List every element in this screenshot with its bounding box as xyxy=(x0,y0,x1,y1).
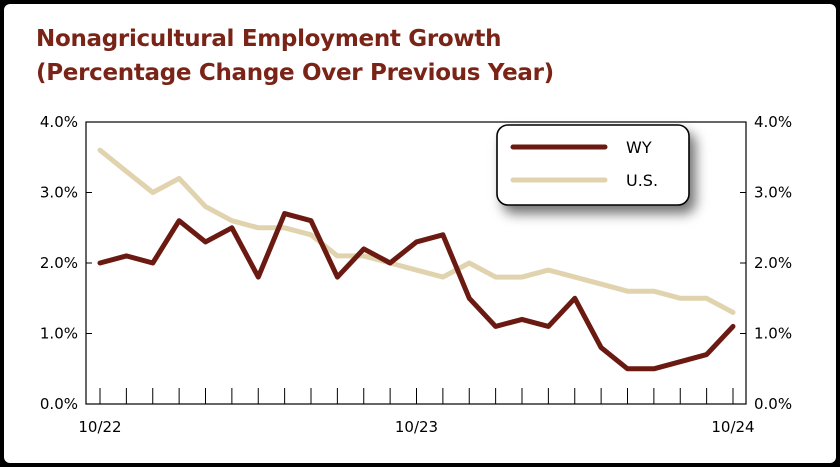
y-tick-label-left: 2.0% xyxy=(40,254,78,272)
y-tick-label-right: 1.0% xyxy=(754,325,792,343)
y-tick-label-left: 4.0% xyxy=(40,113,78,131)
chart-title-line2: (Percentage Change Over Previous Year) xyxy=(36,60,554,86)
series-line-wy xyxy=(97,211,736,372)
y-tick-label-right: 2.0% xyxy=(754,254,792,272)
y-tick-label-right: 4.0% xyxy=(754,113,792,131)
y-tick-label-right: 0.0% xyxy=(754,395,792,413)
legend-label: WY xyxy=(626,138,652,157)
chart-frame xyxy=(4,4,836,463)
y-tick-label-left: 3.0% xyxy=(40,184,78,202)
y-tick-label-right: 3.0% xyxy=(754,184,792,202)
chart-title: Nonagricultural Employment Growth (Perce… xyxy=(36,22,554,90)
legend-box xyxy=(496,124,690,206)
y-tick-label-left: 0.0% xyxy=(40,395,78,413)
series-line-u-s xyxy=(97,147,736,315)
x-tick-label: 10/23 xyxy=(395,418,438,436)
y-tick-label-left: 1.0% xyxy=(40,325,78,343)
legend-label: U.S. xyxy=(626,171,658,190)
x-tick-label: 10/24 xyxy=(711,418,754,436)
x-tick-label: 10/22 xyxy=(78,418,121,436)
chart-title-line1: Nonagricultural Employment Growth xyxy=(36,26,502,52)
